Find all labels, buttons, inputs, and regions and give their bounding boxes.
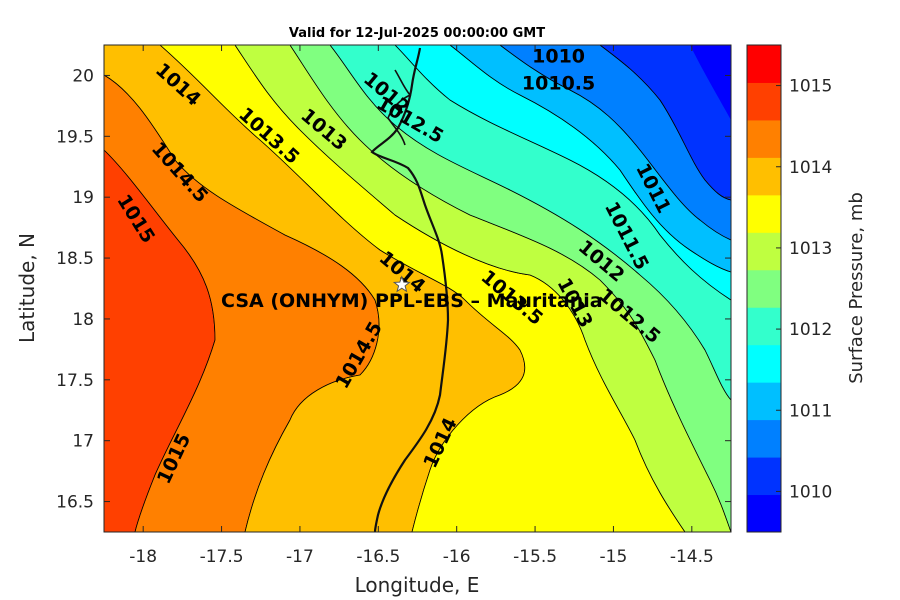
colorbar-segment <box>747 307 781 346</box>
colorbar-tick-label: 1011 <box>789 401 832 421</box>
colorbar <box>747 45 781 533</box>
colorbar-segment <box>747 457 781 496</box>
colorbar-tick-label: 1015 <box>789 77 832 97</box>
colorbar-segment <box>747 157 781 196</box>
colorbar-tick-label: 1014 <box>789 158 832 178</box>
y-tick-label: 18.5 <box>56 249 94 269</box>
x-tick-label: -15 <box>600 547 628 567</box>
band-1009-5 <box>690 45 731 120</box>
y-tick-label: 19 <box>72 188 94 208</box>
station-star-icon <box>392 275 411 293</box>
x-tick-label: -15.5 <box>513 547 557 567</box>
colorbar-segment <box>747 344 781 383</box>
x-tick-label: -16.5 <box>356 547 400 567</box>
colorbar-tick-label: 1012 <box>789 320 832 340</box>
y-tick-label: 17 <box>72 432 94 452</box>
y-tick-label: 20 <box>72 66 94 86</box>
x-tick-label: -17.5 <box>200 547 244 567</box>
y-tick-label: 18 <box>72 310 94 330</box>
y-tick-label: 19.5 <box>56 127 94 147</box>
x-tick-label: -14.5 <box>670 547 714 567</box>
contour-label: 1010.5 <box>522 72 595 94</box>
colorbar-segment <box>747 269 781 308</box>
colorbar-segment <box>747 419 781 458</box>
colorbar-segment <box>747 194 781 233</box>
x-tick-label: -18 <box>129 547 157 567</box>
colorbar-segment <box>747 382 781 421</box>
y-axis-ticks: 20 19.5 19 18.5 18 17.5 17 16.5 <box>56 66 731 513</box>
y-axis-label: Latitude, N <box>15 233 39 343</box>
station-annotation: CSA (ONHYM) PPL-EBS – Mauritania <box>221 290 603 312</box>
colorbar-segment <box>747 45 781 83</box>
x-axis-label: Longitude, E <box>355 573 480 597</box>
x-axis-ticks: -18 -17.5 -17 -16.5 -16 -15.5 -15 -14.5 <box>129 45 714 567</box>
map-frame <box>103 44 732 533</box>
colorbar-segment <box>747 82 781 121</box>
colorbar-segment <box>747 494 781 533</box>
colorbar-tick-label: 1013 <box>789 239 832 259</box>
colorbar-segment <box>747 232 781 271</box>
colorbar-frame <box>746 44 782 533</box>
colorbar-ticks: 1010 1011 1012 1013 1014 1015 <box>776 77 832 502</box>
contour-label: 1010 <box>532 46 585 68</box>
coastline-detail <box>387 69 412 146</box>
colorbar-label: Surface Pressure, mb <box>846 192 867 384</box>
map-title: Valid for 12-Jul-2025 00:00:00 GMT <box>289 26 545 41</box>
band-1010 <box>599 45 731 201</box>
y-tick-label: 17.5 <box>56 371 94 391</box>
x-tick-label: -16 <box>443 547 471 567</box>
colorbar-segment <box>747 119 781 158</box>
y-tick-label: 16.5 <box>56 493 94 513</box>
map-plot-area <box>104 45 731 532</box>
station-layer <box>392 275 411 293</box>
x-tick-label: -17 <box>286 547 314 567</box>
coastline <box>370 47 450 532</box>
colorbar-tick-label: 1010 <box>789 482 832 502</box>
